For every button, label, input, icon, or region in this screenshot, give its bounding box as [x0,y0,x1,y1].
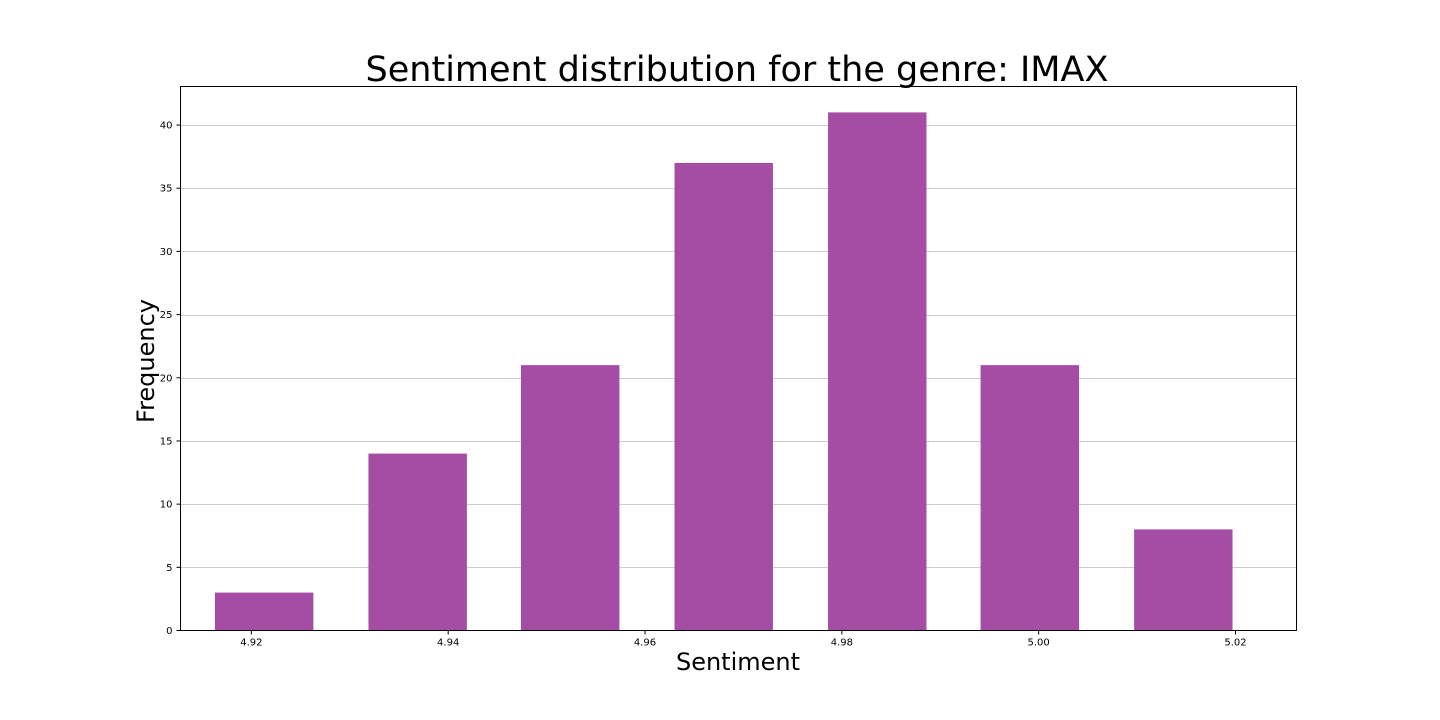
x-axis-label: Sentiment [676,648,800,676]
histogram-bar-4 [828,112,927,631]
histogram-bar-2 [521,365,620,631]
y-tick-label-4: 20 [160,373,173,384]
chart-title: Sentiment distribution for the genre: IM… [366,50,1109,90]
y-tick-label-5: 25 [160,310,173,321]
y-tick-label-6: 30 [160,247,173,258]
y-tick-label-7: 35 [160,184,173,195]
y-axis-ticks: 0 5 10 15 20 25 30 35 40 [160,121,181,637]
y-tick-label-1: 5 [166,563,172,574]
histogram-bar-3 [674,162,773,631]
x-tick-label-3: 4.98 [831,638,853,649]
x-axis-ticks: 4.92 4.94 4.96 4.98 5.00 5.02 [240,630,1247,649]
histogram-bar-5 [980,365,1080,631]
bars [214,112,1233,631]
x-tick-label-2: 4.96 [634,638,656,649]
histogram-bar-6 [1134,529,1233,631]
x-tick-label-1: 4.94 [437,638,459,649]
y-tick-label-2: 10 [160,500,173,511]
plot-frame [180,86,1297,631]
histogram-bar-0 [214,592,314,631]
histogram-bar-1 [368,453,467,631]
x-tick-label-4: 5.00 [1028,638,1050,649]
x-tick-label-0: 4.92 [240,638,262,649]
x-tick-label-5: 5.02 [1224,638,1246,649]
y-tick-label-0: 0 [166,626,172,637]
y-axis-label: Frequency [132,299,160,423]
y-tick-label-3: 15 [160,436,173,447]
y-tick-label-8: 40 [160,121,173,132]
